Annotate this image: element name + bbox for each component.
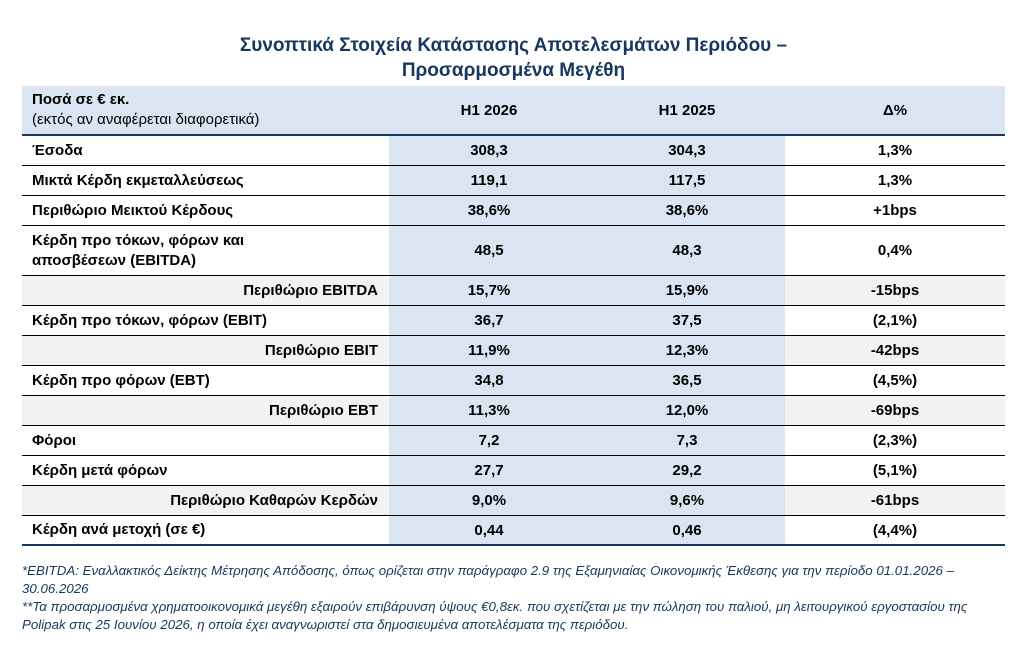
row-label: Περιθώριο Μεικτού Κέρδους bbox=[32, 201, 234, 219]
row-label: Περιθώριο EBIT bbox=[264, 341, 378, 359]
row-value-h1-2026: 11,9% bbox=[389, 336, 589, 365]
footnote-adjusted: **Τα προσαρμοσμένα χρηματοοικονομικά μεγ… bbox=[22, 599, 968, 632]
results-table: Ποσά σε € εκ. (εκτός αν αναφέρεται διαφο… bbox=[22, 86, 1005, 546]
footnotes: *EBITDA: Εναλλακτικός Δείκτης Μέτρησης Α… bbox=[22, 562, 1007, 634]
header-label-amounts: Ποσά σε € εκ. bbox=[32, 91, 130, 108]
row-value-h1-2025: 7,3 bbox=[589, 426, 785, 455]
row-value-h1-2026: 7,2 bbox=[389, 426, 589, 455]
row-label: Περιθώριο EBT bbox=[269, 401, 378, 419]
row-value-delta: -42bps bbox=[870, 342, 920, 359]
row-value-h1-2025: 0,46 bbox=[589, 516, 785, 544]
row-value-delta: (4,4%) bbox=[872, 521, 918, 539]
header-label-note: (εκτός αν αναφέρεται διαφορετικά) bbox=[32, 111, 260, 128]
row-label: Μικτά Κέρδη εκμεταλλεύσεως bbox=[32, 171, 244, 189]
table-row: Κέρδη μετά φόρων 27,7 29,2 (5,1%) bbox=[22, 456, 1005, 486]
row-value-h1-2026: 38,6% bbox=[389, 196, 589, 225]
page-title: Συνοπτικά Στοιχεία Κατάστασης Αποτελεσμά… bbox=[0, 33, 1027, 83]
row-label: Κέρδη μετά φόρων bbox=[32, 461, 168, 479]
table-row: Περιθώριο EBITDA 15,7% 15,9% -15bps bbox=[22, 276, 1005, 306]
row-label: Περιθώριο EBITDA bbox=[243, 281, 378, 299]
header-h1-2025: H1 2025 bbox=[658, 101, 716, 119]
row-value-delta: -61bps bbox=[870, 492, 920, 509]
table-header-row: Ποσά σε € εκ. (εκτός αν αναφέρεται διαφο… bbox=[22, 86, 1005, 136]
row-value-h1-2026: 9,0% bbox=[389, 486, 589, 515]
table-row: Φόροι 7,2 7,3 (2,3%) bbox=[22, 426, 1005, 456]
table-row: Περιθώριο EBIT 11,9% 12,3% -42bps bbox=[22, 336, 1005, 366]
row-value-h1-2026: 48,5 bbox=[389, 226, 589, 275]
table-row: Περιθώριο EBT 11,3% 12,0% -69bps bbox=[22, 396, 1005, 426]
footnote-ebitda: *EBITDA: Εναλλακτικός Δείκτης Μέτρησης Α… bbox=[22, 563, 954, 596]
row-value-delta: (2,3%) bbox=[872, 432, 918, 449]
row-value-h1-2026: 36,7 bbox=[389, 306, 589, 335]
table-row: Μικτά Κέρδη εκμεταλλεύσεως 119,1 117,5 1… bbox=[22, 166, 1005, 196]
row-label: Κέρδη προ τόκων, φόρων (EBIT) bbox=[32, 311, 267, 329]
row-label: Έσοδα bbox=[32, 141, 83, 159]
header-label: Ποσά σε € εκ. (εκτός αν αναφέρεται διαφο… bbox=[32, 90, 259, 130]
row-value-h1-2025: 48,3 bbox=[589, 226, 785, 275]
title-line-2: Προσαρμοσμένα Μεγέθη bbox=[401, 60, 626, 81]
table-row: Κέρδη ανά μετοχή (σε €) 0,44 0,46 (4,4%) bbox=[22, 516, 1005, 546]
table-row: Κέρδη προ τόκων, φόρων και αποσβέσεων (E… bbox=[22, 226, 1005, 276]
row-value-h1-2026: 308,3 bbox=[389, 136, 589, 165]
row-value-h1-2026: 27,7 bbox=[389, 456, 589, 485]
table-row: Περιθώριο Καθαρών Κερδών 9,0% 9,6% -61bp… bbox=[22, 486, 1005, 516]
table-row: Έσοδα 308,3 304,3 1,3% bbox=[22, 136, 1005, 166]
row-value-h1-2025: 12,3% bbox=[589, 336, 785, 365]
row-value-delta: -15bps bbox=[870, 282, 920, 299]
row-value-delta: 0,4% bbox=[877, 242, 913, 259]
row-value-h1-2025: 38,6% bbox=[589, 196, 785, 225]
row-value-h1-2026: 34,8 bbox=[389, 366, 589, 395]
row-label: Φόροι bbox=[32, 431, 77, 449]
header-delta: Δ% bbox=[882, 101, 908, 119]
row-value-h1-2025: 9,6% bbox=[589, 486, 785, 515]
row-value-h1-2026: 119,1 bbox=[389, 166, 589, 195]
row-value-delta: (5,1%) bbox=[872, 462, 918, 479]
row-value-h1-2025: 304,3 bbox=[589, 136, 785, 165]
row-value-delta: (2,1%) bbox=[872, 312, 918, 329]
table-row: Περιθώριο Μεικτού Κέρδους 38,6% 38,6% +1… bbox=[22, 196, 1005, 226]
title-line-1: Συνοπτικά Στοιχεία Κατάστασης Αποτελεσμά… bbox=[239, 35, 788, 56]
row-value-delta: (4,5%) bbox=[872, 372, 918, 389]
row-label: Κέρδη προ φόρων (EBT) bbox=[32, 371, 210, 389]
row-value-h1-2025: 15,9% bbox=[589, 276, 785, 305]
row-label: Περιθώριο Καθαρών Κερδών bbox=[170, 491, 378, 509]
row-value-h1-2025: 117,5 bbox=[589, 166, 785, 195]
header-h1-2026: H1 2026 bbox=[460, 101, 518, 119]
row-value-delta: 1,3% bbox=[877, 172, 913, 189]
row-value-h1-2026: 11,3% bbox=[389, 396, 589, 425]
row-value-h1-2025: 29,2 bbox=[589, 456, 785, 485]
row-value-h1-2025: 12,0% bbox=[589, 396, 785, 425]
table-row: Κέρδη προ φόρων (EBT) 34,8 36,5 (4,5%) bbox=[22, 366, 1005, 396]
row-value-delta: +1bps bbox=[873, 202, 917, 219]
row-value-delta: -69bps bbox=[870, 402, 920, 419]
row-value-h1-2025: 36,5 bbox=[589, 366, 785, 395]
row-value-delta: 1,3% bbox=[877, 142, 913, 159]
row-value-h1-2026: 0,44 bbox=[389, 516, 589, 544]
row-value-h1-2026: 15,7% bbox=[389, 276, 589, 305]
row-value-h1-2025: 37,5 bbox=[589, 306, 785, 335]
table-row: Κέρδη προ τόκων, φόρων (EBIT) 36,7 37,5 … bbox=[22, 306, 1005, 336]
row-label: Κέρδη προ τόκων, φόρων και αποσβέσεων (E… bbox=[32, 231, 245, 269]
row-label: Κέρδη ανά μετοχή (σε €) bbox=[32, 521, 206, 538]
